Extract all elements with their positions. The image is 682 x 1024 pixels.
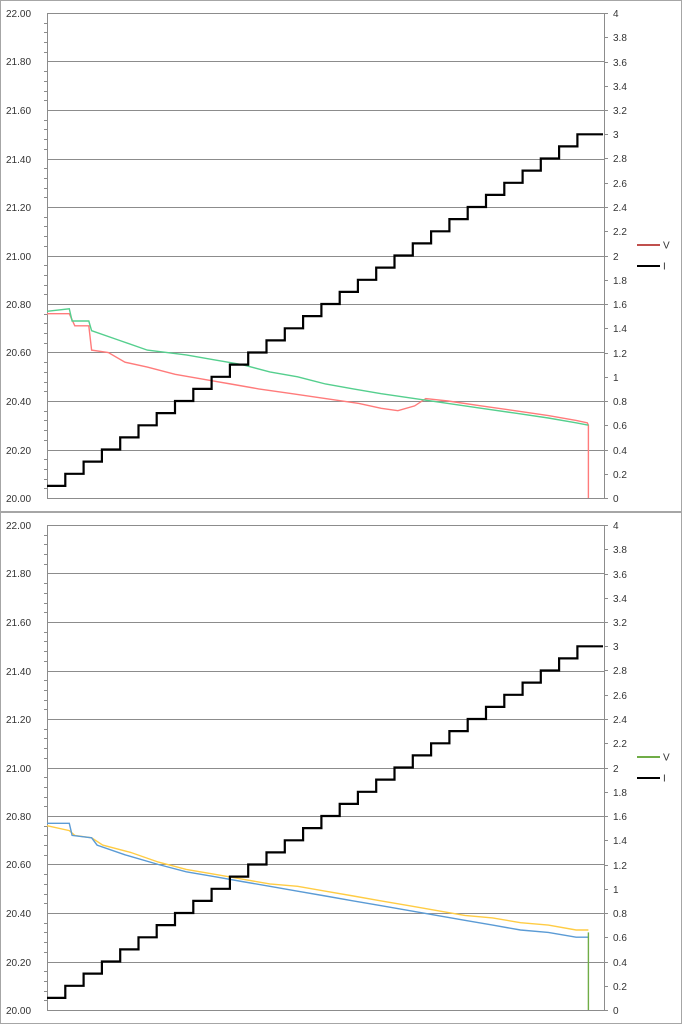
y-right-tick-label: 0.8 <box>613 909 627 920</box>
y-right-tick-label: 3 <box>613 642 619 653</box>
y-left-tick-label: 21.40 <box>6 667 31 678</box>
y-right-tick-label: 3 <box>613 130 619 141</box>
y-left-tick-label: 20.20 <box>6 446 31 457</box>
y-right-tick-label: 3.2 <box>613 618 627 629</box>
chart-bottom-svg: 20.0020.2020.4020.6020.8021.0021.2021.40… <box>0 512 682 1024</box>
y-right-tick-label: 0.2 <box>613 470 627 481</box>
y-left-tick-label: 21.60 <box>6 618 31 629</box>
voltage-series-line-1 <box>47 822 589 938</box>
y-right-tick-label: 2 <box>613 252 619 263</box>
y-right-tick-label: 1.2 <box>613 861 627 872</box>
y-left-tick-label: 21.80 <box>6 569 31 580</box>
y-left-tick-label: 20.00 <box>6 1006 31 1017</box>
y-left-tick-label: 20.40 <box>6 397 31 408</box>
y-right-tick-label: 2.8 <box>613 666 627 677</box>
chart-panel-top: 20.00 20.20 20.40 20.60 20.80 21.00 21.20 21.40… <box>0 0 682 512</box>
y-right-tick-label: 3.6 <box>613 58 627 69</box>
chart-top-svg: 20.0020.2020.4020.6020.8021.0021.2021.40… <box>0 0 682 512</box>
y-left-tick-label: 20.60 <box>6 348 31 359</box>
y-left-tick-label: 21.00 <box>6 252 31 263</box>
voltage-series-line-0 <box>46 825 589 931</box>
y-right-tick-label: 0.4 <box>613 446 627 457</box>
legend-label: I <box>663 262 666 273</box>
y-left-tick-label: 21.20 <box>6 203 31 214</box>
y-right-tick-label: 1.4 <box>613 324 627 335</box>
y-right-tick-label: 0.8 <box>613 397 627 408</box>
y-right-tick-label: 2.6 <box>613 691 627 702</box>
current-series-line <box>47 645 603 999</box>
y-left-tick-label: 22.00 <box>6 521 31 532</box>
y-right-tick-label: 1 <box>613 373 619 384</box>
y-right-tick-label: 3.4 <box>613 594 627 605</box>
legend-label: I <box>663 774 666 785</box>
y-right-tick-label: 1.6 <box>613 300 627 311</box>
y-left-tick-label: 20.80 <box>6 812 31 823</box>
legend-label: V <box>663 753 670 764</box>
y-right-tick-label: 2.4 <box>613 203 627 214</box>
y-right-tick-label: 3.8 <box>613 545 627 556</box>
legend-label: V <box>663 241 670 252</box>
y-left-tick-label: 21.80 <box>6 57 31 68</box>
y-left-tick-label: 21.20 <box>6 715 31 726</box>
y-right-tick-label: 2.2 <box>613 227 627 238</box>
y-right-tick-label: 2 <box>613 764 619 775</box>
y-left-tick-label: 20.40 <box>6 909 31 920</box>
y-left-tick-label: 20.60 <box>6 860 31 871</box>
y-right-tick-label: 2.2 <box>613 739 627 750</box>
current-series-line <box>47 133 603 487</box>
y-right-tick-label: 3.2 <box>613 106 627 117</box>
y-left-tick-label: 21.00 <box>6 764 31 775</box>
y-right-tick-label: 3.6 <box>613 570 627 581</box>
y-right-tick-label: 1.8 <box>613 276 627 287</box>
y-right-tick-label: 0.4 <box>613 958 627 969</box>
y-right-tick-label: 2.8 <box>613 154 627 165</box>
y-right-tick-label: 4 <box>613 521 619 532</box>
y-right-tick-label: 0.2 <box>613 982 627 993</box>
voltage-series-line-0 <box>47 313 590 498</box>
y-left-tick-label: 22.00 <box>6 9 31 20</box>
y-right-tick-label: 3.4 <box>613 82 627 93</box>
y-right-tick-label: 1.8 <box>613 788 627 799</box>
y-left-tick-label: 21.60 <box>6 106 31 117</box>
y-right-tick-label: 1.2 <box>613 349 627 360</box>
y-right-tick-label: 0.6 <box>613 933 627 944</box>
y-right-tick-label: 0.6 <box>613 421 627 432</box>
y-right-tick-label: 2.6 <box>613 179 627 190</box>
chart-panel-bottom: 20.00 20.20 20.40 20.60 20.80 21.00 21.20 21.40… <box>0 512 682 1024</box>
y-right-tick-label: 1.6 <box>613 812 627 823</box>
y-left-tick-label: 20.00 <box>6 494 31 505</box>
y-right-tick-label: 1 <box>613 885 619 896</box>
y-right-tick-label: 4 <box>613 9 619 20</box>
y-left-tick-label: 20.20 <box>6 958 31 969</box>
y-right-tick-label: 0 <box>613 1006 619 1017</box>
y-left-tick-label: 21.40 <box>6 155 31 166</box>
voltage-series-line-1 <box>46 308 589 426</box>
y-right-tick-label: 1.4 <box>613 836 627 847</box>
y-right-tick-label: 3.8 <box>613 33 627 44</box>
y-left-tick-label: 20.80 <box>6 300 31 311</box>
y-right-tick-label: 0 <box>613 494 619 505</box>
y-right-tick-label: 2.4 <box>613 715 627 726</box>
